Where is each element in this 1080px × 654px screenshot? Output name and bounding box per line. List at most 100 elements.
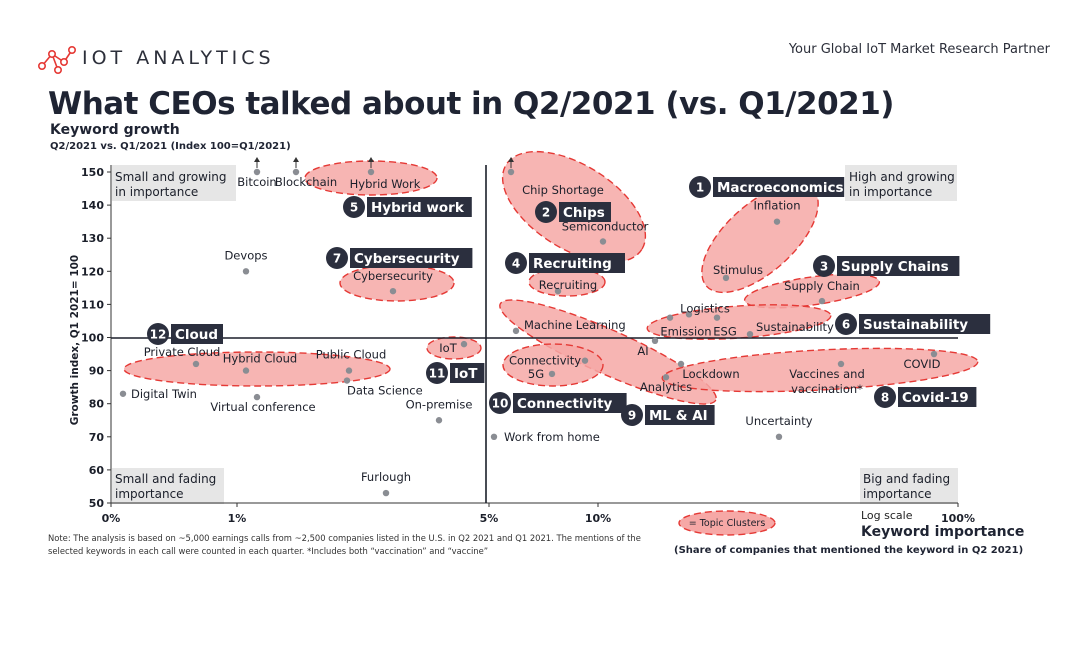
data-point <box>192 360 200 368</box>
cluster-name: Sustainability <box>863 317 968 333</box>
brand-name: IOT ANALYTICS <box>82 47 275 69</box>
cluster-name-box <box>645 405 715 425</box>
cluster-number-badge <box>689 176 711 198</box>
point-label: Furlough <box>361 470 411 484</box>
cluster-number: 8 <box>881 391 889 405</box>
data-point <box>685 311 693 318</box>
cluster-name-box <box>898 387 977 407</box>
data-point <box>512 327 520 335</box>
point-label: Cybersecurity <box>353 269 433 283</box>
data-point <box>253 168 261 176</box>
point-label: IoT <box>439 341 457 355</box>
cluster-number: 6 <box>842 318 850 332</box>
cluster-number-badge <box>813 255 835 277</box>
point-label: Work from home <box>504 430 600 444</box>
cluster-number: 1 <box>696 181 704 195</box>
point-label: Logistics <box>680 301 730 315</box>
x-tick-label: 1% <box>228 512 247 525</box>
data-point <box>548 370 556 378</box>
cluster-shape-recruiting <box>528 267 606 297</box>
cluster-name: Hybrid work <box>371 200 465 216</box>
y-tick-label: 90 <box>89 365 105 378</box>
cluster-number: 12 <box>150 328 167 342</box>
x-tick-label: 5% <box>480 512 499 525</box>
cluster-shape-sustainability <box>646 304 832 340</box>
cluster-number-badge <box>426 362 448 384</box>
data-point <box>666 314 674 321</box>
point-label: Supply Chain <box>784 279 860 293</box>
data-point <box>930 350 938 358</box>
cluster-shape-connectivity <box>502 343 604 387</box>
iot-analytics-logo-icon <box>37 46 76 74</box>
point-label: ESG <box>713 325 736 339</box>
point-label: Sustainability <box>756 320 834 334</box>
cluster-number: 9 <box>628 409 636 423</box>
cluster-name-box <box>559 202 611 222</box>
point-label: Recruiting <box>539 278 597 292</box>
point-label: Chip Shortage <box>522 183 604 197</box>
cluster-number: 5 <box>350 201 358 215</box>
cluster-shape-iot <box>426 336 482 360</box>
data-point <box>242 268 250 275</box>
data-point <box>367 168 375 176</box>
y-axis-title: Keyword growth <box>50 122 180 138</box>
point-label: Digital Twin <box>131 387 197 401</box>
point-label: On-premise <box>406 397 473 411</box>
data-point <box>775 433 783 440</box>
point-label: Connectivity <box>509 354 581 368</box>
y-tick-label: 150 <box>81 166 104 179</box>
point-label: Stimulus <box>713 263 763 277</box>
cluster-shape-supply-chains <box>743 273 881 309</box>
x-tick-label: 100% <box>941 512 975 525</box>
data-point <box>292 168 300 176</box>
point-label: Private Cloud <box>144 345 221 359</box>
point-label: Devops <box>224 248 267 262</box>
data-point <box>435 417 443 424</box>
legend-cluster-swatch <box>678 510 776 536</box>
chart-title: What CEOs talked about in Q2/2021 (vs. Q… <box>48 86 894 122</box>
cluster-number: 2 <box>542 206 550 220</box>
y-axis-subtitle: Q2/2021 vs. Q1/2021 (Index 100=Q1/2021) <box>50 141 291 152</box>
y-tick-label: 110 <box>81 298 104 311</box>
cluster-name-box <box>350 248 473 268</box>
cluster-number: 10 <box>492 397 509 411</box>
cluster-name: Covid-19 <box>902 390 969 406</box>
cluster-name: Recruiting <box>533 256 612 272</box>
x-axis-subtitle: (Share of companies that mentioned the k… <box>674 545 1024 556</box>
point-label: Virtual conference <box>210 400 315 414</box>
point-label: Data Science <box>347 384 423 398</box>
cluster-name: Connectivity <box>517 396 613 412</box>
y-tick-label: 80 <box>89 398 105 411</box>
overflow-arrow-head <box>368 157 374 162</box>
point-label: Semiconductor <box>562 220 649 234</box>
cluster-shape-cloud <box>123 351 391 387</box>
cluster-number-badge <box>535 201 557 223</box>
point-label: Emission <box>660 325 711 339</box>
tagline: Your Global IoT Market Research Partner <box>788 42 1050 57</box>
quadrant-label-tl-2: in importance <box>115 185 198 199</box>
cluster-name-box <box>450 363 485 383</box>
y-tick-label: 70 <box>89 431 105 444</box>
cluster-name-box <box>367 197 472 217</box>
data-point <box>773 218 781 225</box>
point-label: COVID <box>904 357 941 371</box>
cluster-name: Supply Chains <box>841 259 949 275</box>
point-label: Uncertainty <box>745 414 812 428</box>
data-point <box>722 274 730 282</box>
y-tick-label: 50 <box>89 497 105 510</box>
cluster-name-box <box>529 253 625 273</box>
cluster-name-box <box>713 177 845 197</box>
x-scale-label: Log scale <box>861 509 913 522</box>
data-point <box>490 433 498 440</box>
data-point <box>507 168 515 176</box>
cluster-name: Cybersecurity <box>354 251 460 267</box>
data-point <box>713 314 721 321</box>
data-point <box>837 360 845 368</box>
point-label: Vaccines and <box>789 367 865 381</box>
cluster-number: 7 <box>333 252 341 266</box>
quadrant-label-br-2: importance <box>863 487 932 501</box>
overflow-arrow-head <box>254 157 260 162</box>
data-point <box>389 287 397 295</box>
point-label: Analytics <box>640 380 692 394</box>
footnote: Note: The analysis is based on ~5,000 ea… <box>48 533 641 556</box>
